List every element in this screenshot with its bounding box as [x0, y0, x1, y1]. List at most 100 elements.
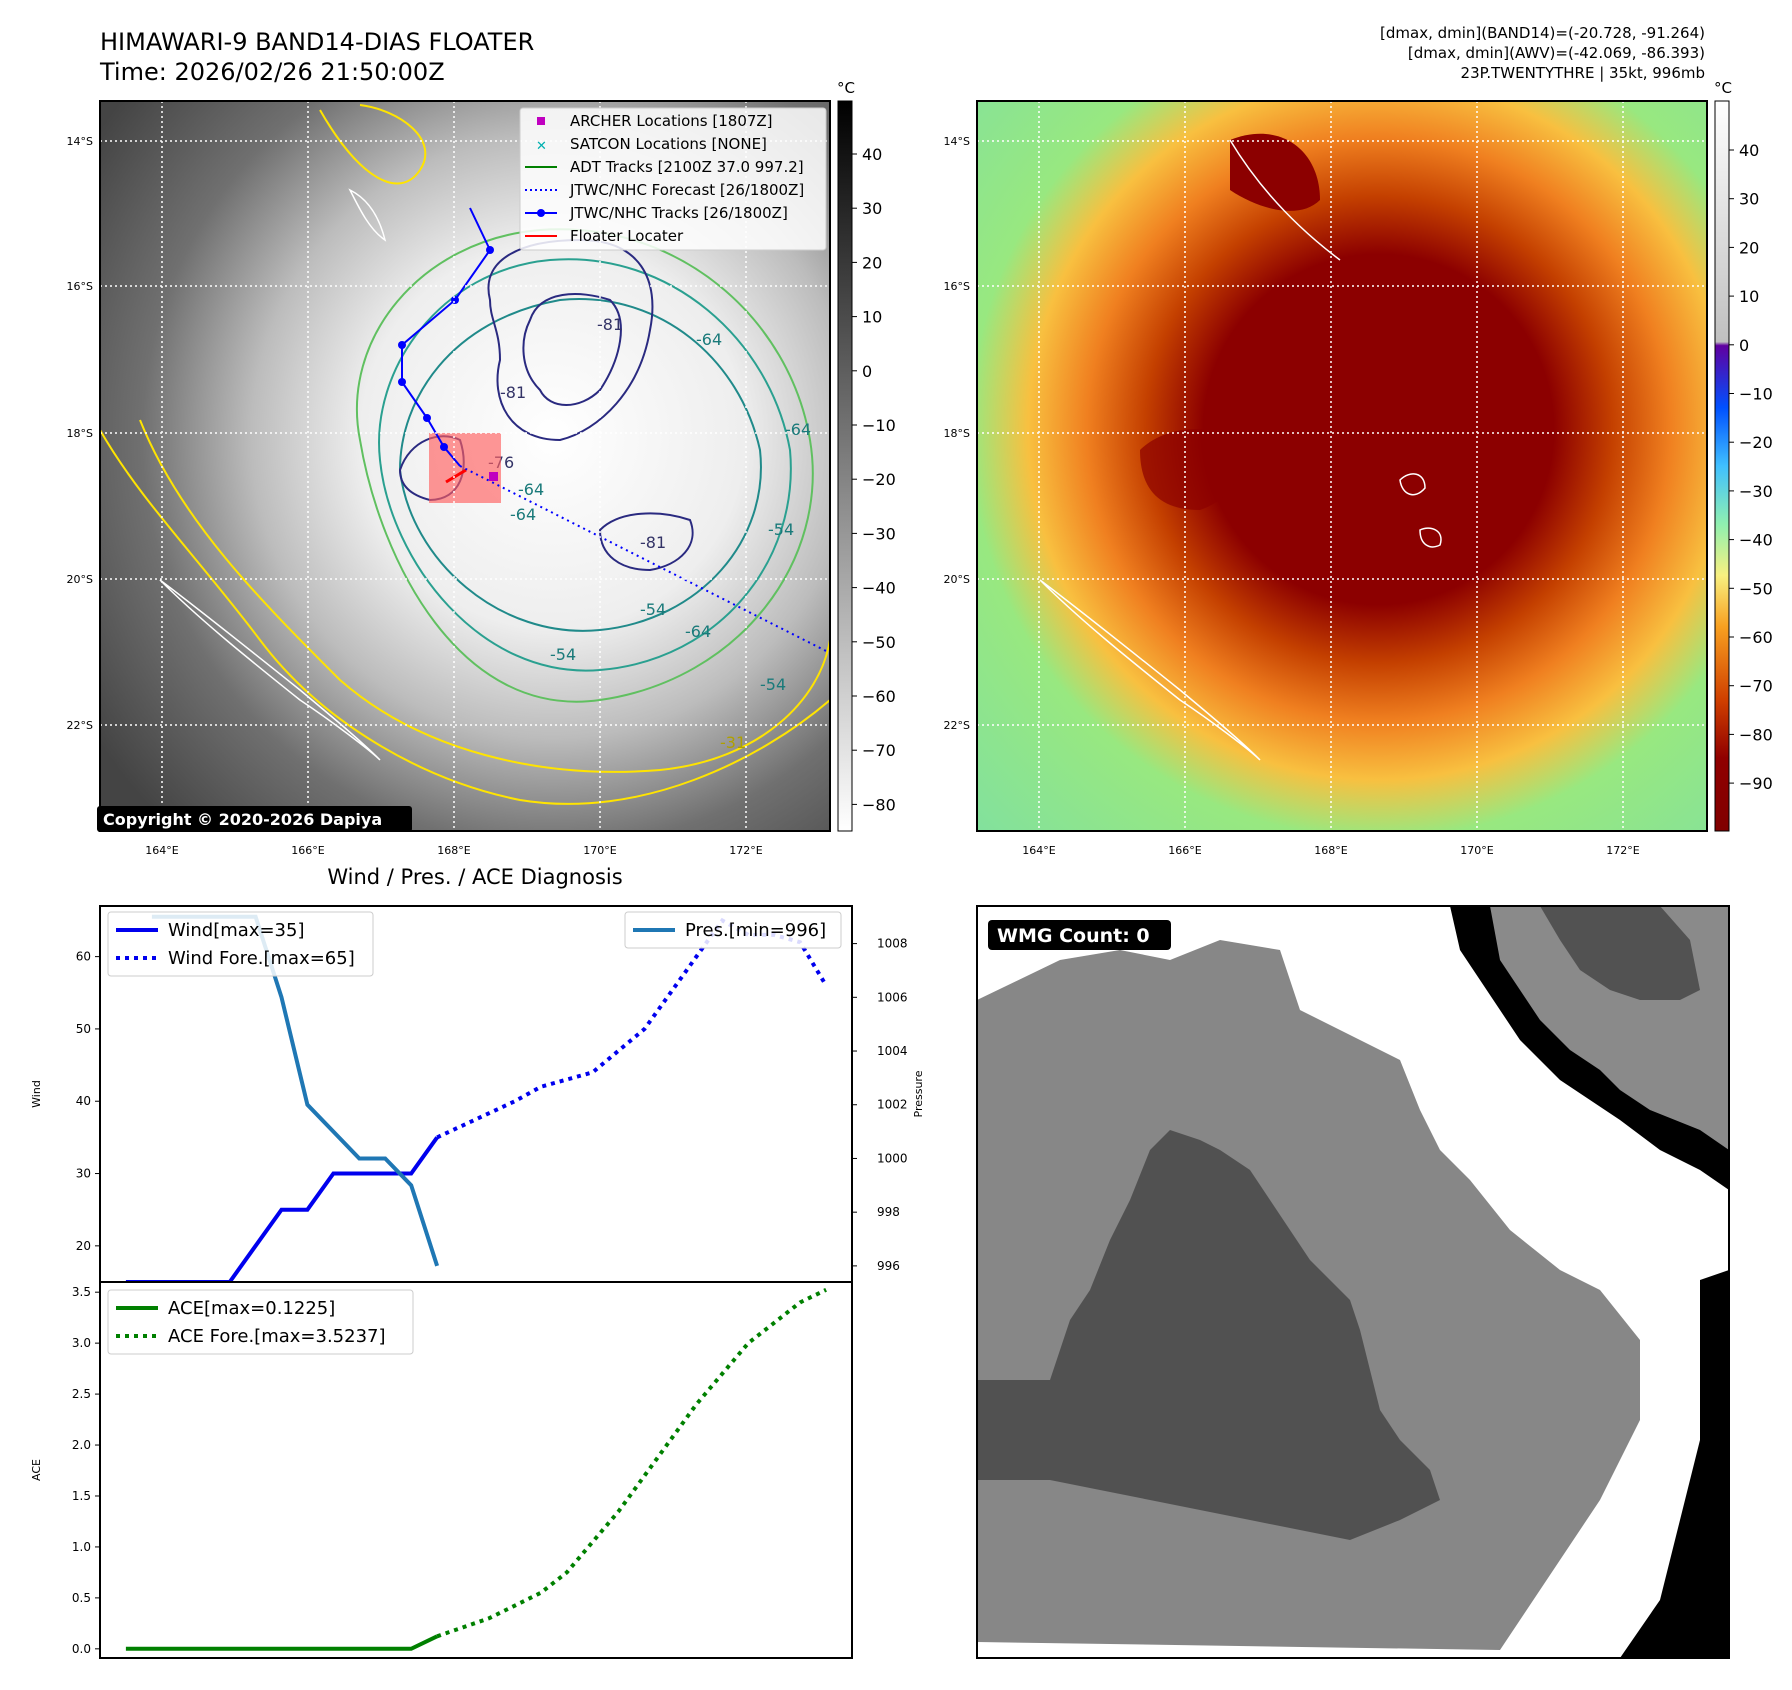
jtwc-track-point — [423, 414, 431, 422]
y-tick-label: 1.0 — [72, 1540, 91, 1554]
chart-legend-label: Wind Fore.[max=65] — [168, 948, 355, 969]
contour-navy-2 — [522, 293, 622, 406]
lon-tick: 172°E — [729, 844, 762, 857]
wmg-count: WMG Count: 0 — [997, 925, 1150, 947]
colorbar-tick-label: −30 — [1739, 482, 1773, 501]
contour-label: -81 — [500, 383, 526, 402]
awv-gridlines — [977, 101, 1707, 831]
colorbar-tick-label: −60 — [862, 687, 896, 706]
legend-forecast: JTWC/NHC Forecast [26/1800Z] — [569, 181, 804, 199]
legend-archer-icon — [537, 117, 545, 125]
contour-label: -31 — [720, 733, 746, 752]
ir-axes: 14°S 16°S 18°S 20°S 22°S 164°E 166°E 168… — [67, 135, 763, 857]
y2-tick-label: 1004 — [877, 1044, 908, 1058]
y2-tick-label: 1002 — [877, 1098, 908, 1112]
awv-land-outline — [1419, 527, 1442, 548]
y2-tick-label: 996 — [877, 1259, 900, 1273]
y-axis-label: Wind — [30, 1080, 43, 1108]
colorbar-tick-label: −60 — [1739, 628, 1773, 647]
colorbar-tick-label: −70 — [1739, 677, 1773, 696]
contour-yellow-3 — [319, 104, 427, 185]
colorbar-tick-label: 0 — [1739, 336, 1749, 355]
awv-features — [1039, 133, 1442, 761]
y-tick-label: 30 — [76, 1167, 91, 1181]
ir-colorbar-bar — [837, 100, 853, 832]
colorbar-tick-label: −20 — [862, 470, 896, 489]
contour-label: -64 — [696, 330, 722, 349]
colorbar-tick-label: 40 — [862, 145, 882, 164]
colorbar-tick-label: −30 — [862, 524, 896, 543]
series-line-1 — [436, 1288, 827, 1639]
wind-pressure-chart: 20 30 40 50 60 996 998 1000 1002 1004 1006 1008 Pres… — [30, 905, 925, 1284]
contour-label: -64 — [510, 505, 536, 524]
jtwc-track-point — [398, 378, 406, 386]
ir-colorbar-unit: °C — [837, 79, 855, 97]
y-tick-label: 0.0 — [72, 1642, 91, 1656]
y-tick-label: 20 — [76, 1239, 91, 1253]
awv-map-frame — [976, 100, 1708, 832]
chart-legend-label: Wind[max=35] — [168, 920, 305, 941]
legend-archer: ARCHER Locations [1807Z] — [570, 112, 773, 130]
jtwc-track-point — [398, 341, 406, 349]
lat-tick: 22°S — [944, 719, 970, 732]
contour-label: -64 — [685, 622, 711, 641]
chart-legend-box — [624, 911, 842, 949]
ir-colorbar: °C 40 30 20 10 0 −10 −20 −30 −40 −50 −60 −70 −80 — [837, 79, 896, 832]
floater-box — [429, 433, 501, 503]
awv-map — [976, 100, 1708, 832]
contour-label: -64 — [518, 480, 544, 499]
lat-tick: 22°S — [67, 719, 93, 732]
awv-colorbar-unit: °C — [1714, 79, 1732, 97]
ir-map: -81 -64 -64 -54 -64 -81 -64 -54 -31 -76 … — [97, 100, 831, 832]
lon-tick: 164°E — [1022, 844, 1055, 857]
awv-land-outline — [1039, 579, 1261, 761]
chart-legend-box — [107, 1289, 414, 1355]
awv-hotspot — [1230, 133, 1320, 211]
y-tick-label: 50 — [76, 1022, 91, 1036]
copyright-box — [97, 806, 412, 832]
colorbar-tick-label: 30 — [1739, 190, 1759, 209]
lat-tick: 18°S — [944, 427, 970, 440]
contour-yellow — [100, 429, 830, 805]
lat-tick: 20°S — [67, 573, 93, 586]
lon-tick: 166°E — [1168, 844, 1201, 857]
copyright: Copyright © 2020-2026 Dapiya — [103, 810, 382, 829]
contour-teal-2 — [398, 298, 762, 632]
contour-label: -54 — [640, 600, 666, 619]
lat-tick: 20°S — [944, 573, 970, 586]
header-stats-band14: [dmax, dmin](BAND14)=(-20.728, -91.264) — [1380, 24, 1705, 42]
jtwc-track-line — [401, 207, 492, 467]
colorbar-tick-label: 0 — [862, 362, 872, 381]
colorbar-tick-label: −50 — [862, 633, 896, 652]
colorbar-tick-label: −10 — [862, 416, 896, 435]
wmg-region-black-right — [1620, 1270, 1729, 1658]
jtwc-track-point — [486, 246, 494, 254]
lon-tick: 170°E — [1460, 844, 1493, 857]
legend-floater: Floater Locater — [570, 227, 684, 245]
archer-marker — [489, 472, 498, 481]
wmg-region-dark — [977, 1130, 1440, 1540]
y-tick-label: 2.5 — [72, 1387, 91, 1401]
awv-colorbar: °C 40 30 20 10 0 −10 −20 −30 −40 −50 −60 −70 −80 −90 — [1714, 79, 1773, 832]
colorbar-tick-label: 10 — [1739, 287, 1759, 306]
colorbar-tick-label: −90 — [1739, 774, 1773, 793]
lon-tick: 172°E — [1606, 844, 1639, 857]
colorbar-tick-label: 30 — [862, 199, 882, 218]
awv-hotspot — [1140, 429, 1243, 510]
ir-gridlines — [100, 101, 830, 831]
y2-tick-label: 1000 — [877, 1151, 908, 1165]
awv-axes: 14°S 16°S 18°S 20°S 22°S 164°E 166°E 168… — [944, 135, 1640, 857]
header-title: HIMAWARI-9 BAND14-DIAS FLOATER — [100, 28, 534, 56]
lon-tick: 164°E — [145, 844, 178, 857]
legend-satcon-icon: ✕ — [536, 139, 547, 154]
legend-adt: ADT Tracks [2100Z 37.0 997.2] — [570, 158, 804, 176]
contour-green — [355, 228, 814, 703]
y-tick-label: 0.5 — [72, 1591, 91, 1605]
y-tick-label: 60 — [76, 950, 91, 964]
legend-tracks-dot-icon — [537, 209, 545, 217]
awv-colorbar-ticks: 40 30 20 10 0 −10 −20 −30 −40 −50 −60 −70 −80 −90 — [1729, 141, 1773, 793]
lat-tick: 16°S — [67, 280, 93, 293]
colorbar-tick-label: 20 — [1739, 238, 1759, 257]
contour-label: -54 — [768, 520, 794, 539]
colorbar-tick-label: 20 — [862, 253, 882, 272]
